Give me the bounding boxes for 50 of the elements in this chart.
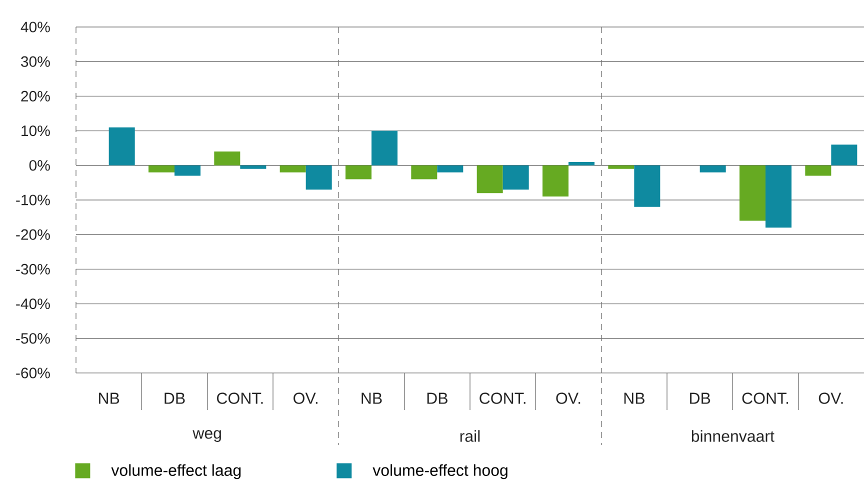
x-tick-label: OV. [294, 392, 318, 404]
bar [766, 165, 792, 228]
bar [346, 165, 372, 180]
x-tick-label: CONT. [480, 392, 526, 404]
legend-label: volume-effect hoog [372, 464, 508, 480]
y-tick-label: 10% [22, 125, 50, 136]
y-tick-label: -40% [16, 298, 50, 310]
y-tick-label: 30% [21, 56, 50, 67]
y-tick-label: -10% [16, 194, 50, 206]
y-tick-label: -50% [16, 333, 50, 344]
y-tick-label: 20% [21, 90, 50, 102]
text: binnenvaart [692, 430, 774, 442]
bar [502, 165, 529, 190]
x-tick-label: DB [427, 392, 448, 404]
bar [280, 165, 306, 172]
x-tick-label: DB [164, 392, 185, 404]
text: weg [192, 430, 221, 442]
x-tick-label: NB [99, 392, 120, 404]
x-tick-label: OV. [818, 392, 843, 404]
bar [214, 152, 240, 166]
x-tick-label: DB [690, 392, 710, 404]
bar [634, 165, 660, 207]
x-tick-label: CONT. [216, 392, 263, 404]
y-tick-label: -20% [16, 229, 50, 240]
y-tick-label: -60% [16, 368, 50, 378]
bar [568, 162, 595, 166]
y-tick-label: -30% [16, 264, 50, 275]
bar [805, 165, 832, 176]
bar [831, 144, 858, 166]
bar [476, 165, 503, 194]
y-tick-label: 0% [29, 160, 50, 171]
bar [174, 165, 201, 176]
bar [372, 130, 398, 166]
bar [437, 165, 464, 172]
x-tick-label: OV. [556, 392, 580, 404]
text: rail [460, 430, 480, 442]
bar [108, 127, 135, 166]
bar [700, 165, 726, 172]
x-tick-label: NB [362, 392, 382, 404]
y-tick-label: 40% [20, 22, 50, 32]
bar [148, 165, 174, 172]
bar [740, 165, 766, 221]
x-tick-label: CONT. [742, 392, 788, 404]
x-tick-label: NB [624, 392, 644, 404]
bar [240, 165, 266, 169]
bar [608, 165, 634, 169]
legend-label: volume-effect laag [111, 464, 241, 480]
bar [306, 165, 332, 190]
bar [411, 165, 438, 180]
bar [542, 165, 569, 197]
